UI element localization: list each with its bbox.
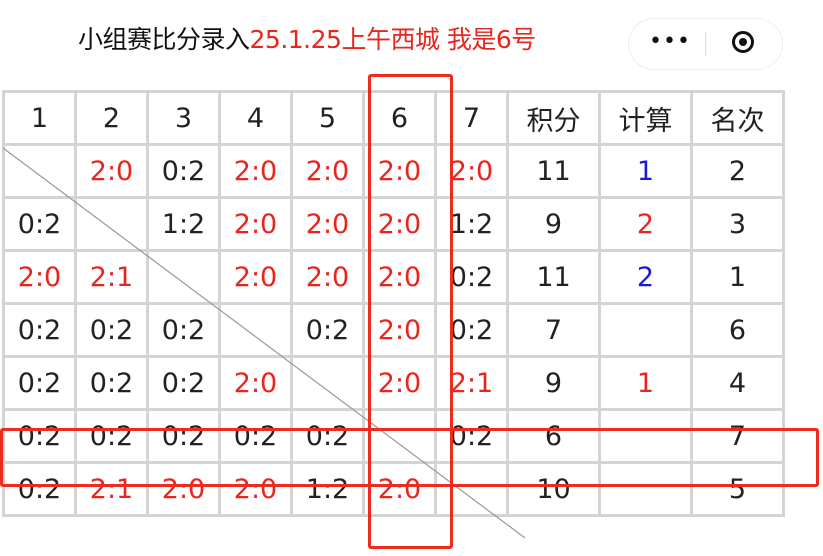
score-cell[interactable]: 2:0 — [362, 196, 437, 252]
table-row: 2:0 0:2 2:0 2:0 2:0 2:0 11 1 2 — [2, 143, 785, 199]
score-cell[interactable]: 2:0 — [218, 461, 293, 517]
stat-cell: 11 — [506, 249, 601, 305]
score-cell[interactable] — [2, 143, 77, 199]
score-cell[interactable]: 2:1 — [74, 249, 149, 305]
score-cell[interactable]: 2:0 — [290, 249, 365, 305]
score-cell[interactable]: 2:0 — [362, 355, 437, 411]
score-cell[interactable]: 2:0 — [2, 249, 77, 305]
table-row: 0:2 2:1 2:0 2:0 1:2 2:0 10 5 — [2, 461, 785, 517]
column-header: 5 — [290, 90, 365, 146]
score-cell[interactable] — [218, 302, 293, 358]
stat-cell: 3 — [690, 196, 785, 252]
score-cell[interactable]: 0:2 — [74, 408, 149, 464]
column-header: 4 — [218, 90, 293, 146]
column-header: 7 — [434, 90, 509, 146]
stat-cell: 1 — [690, 249, 785, 305]
stat-cell: 4 — [690, 355, 785, 411]
score-table: 1 2 3 4 5 6 7 积分 计算 名次 2:0 0:2 2:0 2:0 2:0 2:0 11 1 2 0:2 1… — [2, 90, 785, 517]
stat-cell — [598, 408, 693, 464]
score-cell[interactable]: 1:2 — [146, 196, 221, 252]
score-cell[interactable]: 2:1 — [74, 461, 149, 517]
score-cell[interactable]: 0:2 — [2, 196, 77, 252]
stat-cell: 9 — [506, 196, 601, 252]
stat-cell: 2 — [598, 249, 693, 305]
score-cell[interactable]: 0:2 — [146, 302, 221, 358]
column-header: 计算 — [598, 90, 693, 146]
target-icon[interactable] — [732, 31, 754, 53]
stat-cell: 6 — [506, 408, 601, 464]
stat-cell: 1 — [598, 143, 693, 199]
stat-cell: 5 — [690, 461, 785, 517]
score-cell[interactable] — [146, 249, 221, 305]
score-cell[interactable]: 2:0 — [218, 355, 293, 411]
score-cell[interactable]: 0:2 — [434, 408, 509, 464]
column-header: 2 — [74, 90, 149, 146]
score-cell[interactable]: 0:2 — [2, 355, 77, 411]
score-cell[interactable]: 2:0 — [434, 143, 509, 199]
score-cell[interactable] — [290, 355, 365, 411]
stat-cell: 2 — [598, 196, 693, 252]
score-cell[interactable]: 0:2 — [434, 249, 509, 305]
stat-cell — [598, 302, 693, 358]
score-cell[interactable]: 2:0 — [290, 143, 365, 199]
stat-cell — [598, 461, 693, 517]
score-cell[interactable]: 2:0 — [218, 196, 293, 252]
title-highlight: 25.1.25上午西城 我是6号 — [249, 25, 537, 54]
score-cell[interactable]: 2:1 — [434, 355, 509, 411]
table-row: 0:2 0:2 0:2 0:2 0:2 0:2 6 7 — [2, 408, 785, 464]
score-cell[interactable]: 2:0 — [218, 249, 293, 305]
stat-cell: 1 — [598, 355, 693, 411]
score-cell[interactable]: 2:0 — [290, 196, 365, 252]
title-prefix: 小组赛比分录入 — [78, 25, 250, 54]
table-row: 0:2 0:2 0:2 0:2 2:0 0:2 7 6 — [2, 302, 785, 358]
score-cell[interactable]: 2:0 — [362, 143, 437, 199]
table-row: 2:0 2:1 2:0 2:0 2:0 0:2 11 2 1 — [2, 249, 785, 305]
score-cell[interactable] — [434, 461, 509, 517]
stat-cell: 10 — [506, 461, 601, 517]
column-header: 名次 — [690, 90, 785, 146]
score-cell[interactable]: 0:2 — [434, 302, 509, 358]
score-cell[interactable]: 2:0 — [362, 249, 437, 305]
more-icon[interactable]: ••• — [649, 29, 691, 54]
score-cell[interactable]: 0:2 — [2, 302, 77, 358]
score-cell[interactable]: 0:2 — [146, 143, 221, 199]
column-header: 1 — [2, 90, 77, 146]
score-cell[interactable]: 2:0 — [218, 143, 293, 199]
page-title: 小组赛比分录入25.1.25上午西城 我是6号 — [78, 20, 536, 56]
score-cell[interactable]: 0:2 — [74, 302, 149, 358]
score-cell[interactable]: 0:2 — [2, 408, 77, 464]
score-cell[interactable] — [362, 408, 437, 464]
score-cell[interactable]: 0:2 — [74, 355, 149, 411]
column-header: 6 — [362, 90, 437, 146]
header-row: 1 2 3 4 5 6 7 积分 计算 名次 — [2, 90, 785, 146]
score-cell[interactable]: 0:2 — [290, 408, 365, 464]
stat-cell: 2 — [690, 143, 785, 199]
score-cell[interactable]: 2:0 — [74, 143, 149, 199]
score-cell[interactable]: 0:2 — [2, 461, 77, 517]
column-header: 3 — [146, 90, 221, 146]
score-cell[interactable]: 2:0 — [362, 302, 437, 358]
miniprogram-capsule: ••• — [628, 18, 783, 70]
score-cell[interactable]: 1:2 — [434, 196, 509, 252]
stat-cell: 6 — [690, 302, 785, 358]
stat-cell: 11 — [506, 143, 601, 199]
stat-cell: 7 — [690, 408, 785, 464]
score-cell[interactable]: 0:2 — [218, 408, 293, 464]
table-row: 0:2 0:2 0:2 2:0 2:0 2:1 9 1 4 — [2, 355, 785, 411]
stat-cell: 9 — [506, 355, 601, 411]
score-cell[interactable]: 0:2 — [290, 302, 365, 358]
capsule-divider — [705, 32, 706, 56]
score-cell[interactable]: 1:2 — [290, 461, 365, 517]
stat-cell: 7 — [506, 302, 601, 358]
score-cell[interactable] — [74, 196, 149, 252]
score-cell[interactable]: 2:0 — [146, 461, 221, 517]
column-header: 积分 — [506, 90, 601, 146]
score-cell[interactable]: 0:2 — [146, 408, 221, 464]
score-cell[interactable]: 0:2 — [146, 355, 221, 411]
table-row: 0:2 1:2 2:0 2:0 2:0 1:2 9 2 3 — [2, 196, 785, 252]
score-cell[interactable]: 2:0 — [362, 461, 437, 517]
